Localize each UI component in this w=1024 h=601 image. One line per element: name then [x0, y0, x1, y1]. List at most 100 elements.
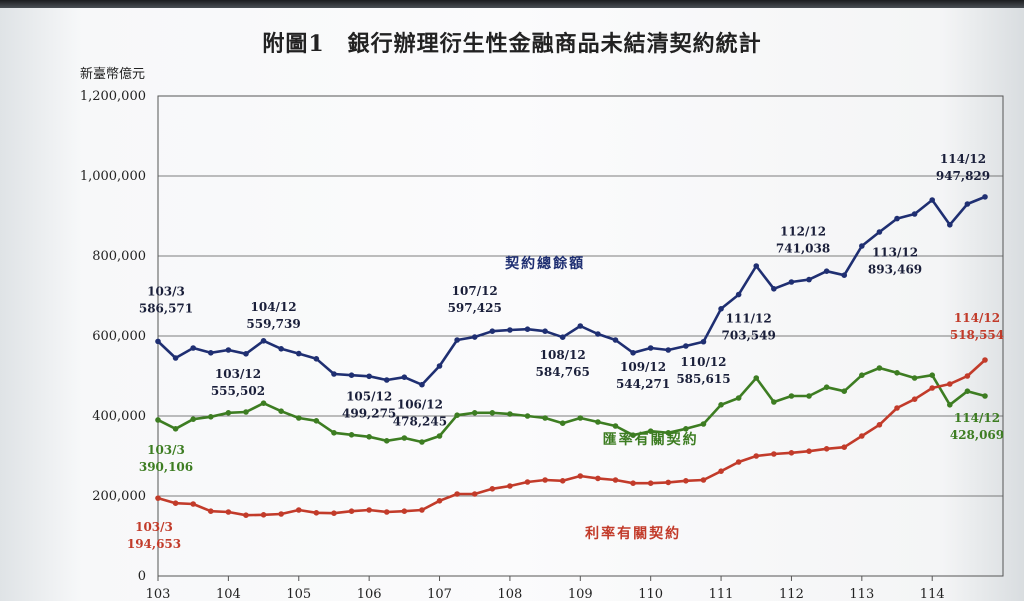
data-point [718, 468, 724, 475]
data-point [894, 370, 900, 376]
data-label: 103/3 [135, 520, 173, 534]
data-point [419, 381, 425, 388]
data-point [612, 423, 619, 429]
series-lines [157, 195, 986, 517]
data-point [823, 384, 830, 391]
data-label: 103/12 [215, 367, 261, 381]
data-label: 893,469 [868, 263, 922, 277]
data-point [911, 375, 918, 381]
data-point [700, 477, 707, 483]
data-point [295, 415, 302, 421]
data-point [735, 291, 742, 298]
data-point [383, 438, 390, 444]
x-tick-label: 114 [920, 587, 945, 601]
y-tick-label: 200,000 [92, 489, 146, 504]
data-point [559, 334, 566, 341]
data-point [295, 507, 302, 513]
data-label: 559,739 [246, 317, 300, 331]
data-point [454, 491, 460, 497]
x-tick-label: 106 [357, 587, 382, 601]
data-label: 107/12 [452, 284, 498, 298]
data-point [489, 486, 496, 492]
x-tick-label: 107 [427, 587, 452, 601]
data-point [260, 512, 267, 518]
data-point [190, 345, 196, 351]
data-point [595, 419, 601, 425]
data-point [771, 286, 777, 292]
data-point [471, 491, 478, 497]
data-point [489, 328, 496, 335]
data-point [260, 400, 267, 407]
data-point [366, 434, 372, 440]
data-point [348, 372, 355, 379]
data-label: 584,765 [536, 365, 590, 379]
data-point [911, 396, 918, 403]
data-label: 428,069 [950, 428, 1004, 442]
data-labels: 103/3 586,571 103/12 555,502 104/12 559,739 10… [127, 152, 1004, 551]
data-label: 947,829 [936, 169, 990, 183]
data-point [647, 345, 654, 351]
series-name-label: 利率有關契約 [585, 525, 681, 542]
series-points [155, 194, 988, 518]
data-label: 103/3 [147, 443, 185, 457]
data-point [788, 279, 795, 285]
data-label: 478,245 [393, 415, 447, 429]
data-point [243, 409, 249, 415]
axes: 0 200,000 400,000 600,000 800,000 1,000,000 1,… [80, 89, 1004, 601]
data-point [454, 412, 460, 419]
data-point [753, 263, 760, 269]
data-point [982, 357, 988, 363]
data-point [823, 268, 830, 275]
data-point [313, 418, 320, 424]
data-point [559, 478, 566, 484]
data-point [313, 510, 320, 516]
data-point [524, 479, 531, 485]
y-tick-label: 800,000 [92, 249, 146, 264]
data-point [806, 448, 812, 455]
data-point [524, 326, 531, 333]
data-point [207, 350, 214, 356]
data-point [331, 510, 337, 516]
data-point [964, 388, 971, 395]
data-label: 114/12 [940, 152, 986, 166]
y-tick-label: 400,000 [92, 409, 146, 424]
data-point [383, 377, 390, 383]
data-point [383, 509, 390, 515]
data-label: 585,615 [676, 372, 730, 386]
data-label: 113/12 [872, 246, 918, 260]
data-label: 555,502 [211, 384, 265, 398]
data-point [542, 328, 548, 335]
data-point [683, 426, 689, 432]
data-point [700, 338, 707, 345]
data-point [718, 306, 724, 312]
data-point [929, 385, 936, 391]
data-point [313, 356, 320, 362]
data-point [841, 272, 848, 279]
data-point [788, 393, 795, 399]
grid-lines [158, 95, 1003, 497]
data-point [542, 477, 548, 483]
data-point [155, 417, 161, 423]
x-tick-label: 110 [638, 587, 663, 601]
data-point [507, 327, 513, 333]
data-point [436, 433, 443, 439]
data-point [595, 475, 601, 482]
data-label: 103/3 [147, 284, 185, 298]
data-point [718, 402, 724, 408]
data-point [190, 501, 196, 507]
data-point [612, 337, 619, 343]
unit-label: 新臺幣億元 [80, 67, 146, 82]
data-point [630, 432, 636, 439]
data-label: 112/12 [780, 225, 826, 239]
data-point [225, 509, 232, 515]
data-point [225, 410, 232, 416]
data-point [753, 375, 760, 381]
data-point [454, 337, 460, 343]
data-point [207, 414, 214, 420]
data-point [595, 331, 601, 337]
data-label: 390,106 [139, 460, 193, 474]
data-point [225, 347, 232, 353]
data-point [982, 393, 988, 399]
y-tick-label: 1,000,000 [80, 169, 146, 184]
